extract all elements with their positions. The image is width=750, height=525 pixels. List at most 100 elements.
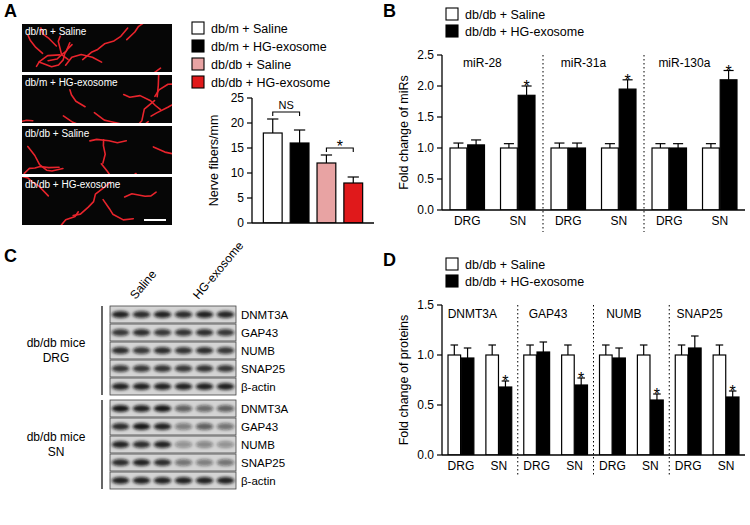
legend-swatch [192, 40, 204, 52]
error-cap [678, 344, 686, 345]
blot-strip [110, 306, 236, 323]
fiber [157, 75, 161, 97]
error-bar [267, 119, 278, 133]
fiber [28, 147, 63, 172]
error-line [618, 348, 619, 358]
error-cap [564, 344, 572, 345]
legend-label: db/db + HG-exosome [465, 25, 584, 39]
fiber [70, 90, 85, 107]
image-label: db/db + HG-exosome [25, 179, 121, 190]
error-line [605, 345, 606, 355]
fiber [124, 95, 161, 110]
bar [713, 355, 726, 455]
blot-group-label: DRG [43, 351, 70, 365]
error-cap [605, 143, 615, 144]
marks [450, 71, 737, 211]
y-axis [441, 55, 442, 210]
blot-band [175, 405, 193, 412]
y-tick [437, 178, 442, 179]
y-axis [251, 98, 252, 223]
annotation: NS [279, 99, 294, 111]
blot-strip [110, 472, 236, 489]
blot-band [196, 477, 214, 484]
error-line [576, 143, 577, 148]
bar-chart: 0510152025Nerve fibers/mmdb/m + Salinedb… [192, 22, 374, 230]
blot-band [133, 477, 151, 484]
legend-label: db/db + Saline [465, 8, 545, 22]
error-line [694, 336, 695, 348]
fiber [127, 24, 156, 40]
blot-band [217, 311, 235, 318]
group-label: miR-130a [658, 56, 710, 70]
x-tick-label: SN [509, 214, 526, 228]
fibers [22, 75, 172, 123]
blot-band [133, 405, 151, 412]
error-cap [615, 347, 623, 348]
bar [652, 148, 669, 210]
blot-strip [110, 418, 236, 435]
blot-band [112, 365, 130, 372]
y-tick-label: 1.0 [417, 141, 434, 155]
blot-band [133, 459, 151, 466]
y-tick [437, 209, 442, 210]
legend-swatch [446, 25, 458, 37]
y-tick-label: 1.0 [417, 348, 434, 362]
group-separator [517, 305, 518, 477]
bar [461, 358, 474, 455]
legend-label: db/db + HG-exosome [211, 76, 330, 90]
bar [344, 183, 363, 223]
fibers [24, 139, 172, 174]
blot-band [112, 311, 130, 318]
bar-chart: 0.00.51.01.5Fold change of proteinsDRGSN… [397, 258, 745, 477]
bar [499, 387, 512, 455]
y-tick [437, 116, 442, 117]
error-line [458, 143, 459, 148]
x-tick-label: SN [642, 459, 659, 473]
bar [501, 148, 518, 210]
group-label: miR-31a [561, 56, 607, 70]
blot-band [154, 477, 172, 484]
bar [450, 148, 467, 210]
significance-bracket [273, 112, 300, 116]
error-bar [605, 144, 615, 148]
x-axis [442, 454, 745, 455]
annotation: * [654, 386, 660, 403]
fiber [125, 192, 157, 197]
blot-band [217, 365, 235, 372]
y-tick-label: 15 [231, 141, 245, 155]
blot-band [112, 441, 130, 448]
x-tick-label: SN [490, 459, 507, 473]
error-bar [554, 143, 564, 148]
y-tick [247, 222, 252, 223]
bar [651, 400, 664, 455]
blot-band [133, 347, 151, 354]
blot-band [175, 329, 193, 336]
error-bar [602, 345, 610, 355]
error-cap [706, 143, 716, 144]
annotation: * [624, 72, 630, 89]
blot-band [154, 459, 172, 466]
error-line [529, 345, 530, 355]
error-bar [488, 345, 496, 355]
annotation: * [725, 63, 731, 80]
error-bar [504, 144, 514, 148]
fiber [94, 113, 148, 123]
legend-label: db/m + Saline [211, 22, 288, 36]
protein-label: SNAP25 [241, 363, 285, 375]
error-line [467, 348, 468, 358]
blot-band [175, 383, 193, 390]
x-tick-label: DRG [448, 459, 475, 473]
micrograph [22, 24, 172, 72]
bar-chart: 0.00.51.01.52.02.5Fold change of miRsDRG… [397, 8, 745, 232]
error-bar [540, 342, 548, 352]
error-cap [554, 142, 564, 143]
blot-strip [110, 324, 236, 341]
y-tick-label: 1.5 [417, 110, 434, 124]
error-cap [602, 344, 610, 345]
error-bar [453, 143, 463, 148]
bar [575, 385, 588, 455]
error-bar [640, 345, 648, 355]
group-bracket [101, 306, 102, 395]
blot-band [196, 405, 214, 412]
bar [637, 355, 650, 455]
